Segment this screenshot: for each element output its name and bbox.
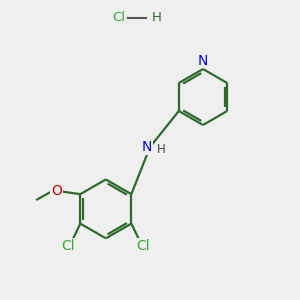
Text: H: H (152, 11, 161, 24)
Text: Cl: Cl (62, 239, 75, 253)
Text: O: O (51, 184, 62, 198)
Text: Cl: Cl (112, 11, 125, 24)
Text: N: N (141, 140, 152, 154)
Text: H: H (157, 143, 166, 157)
Text: N: N (198, 54, 208, 68)
Text: Cl: Cl (136, 239, 150, 253)
